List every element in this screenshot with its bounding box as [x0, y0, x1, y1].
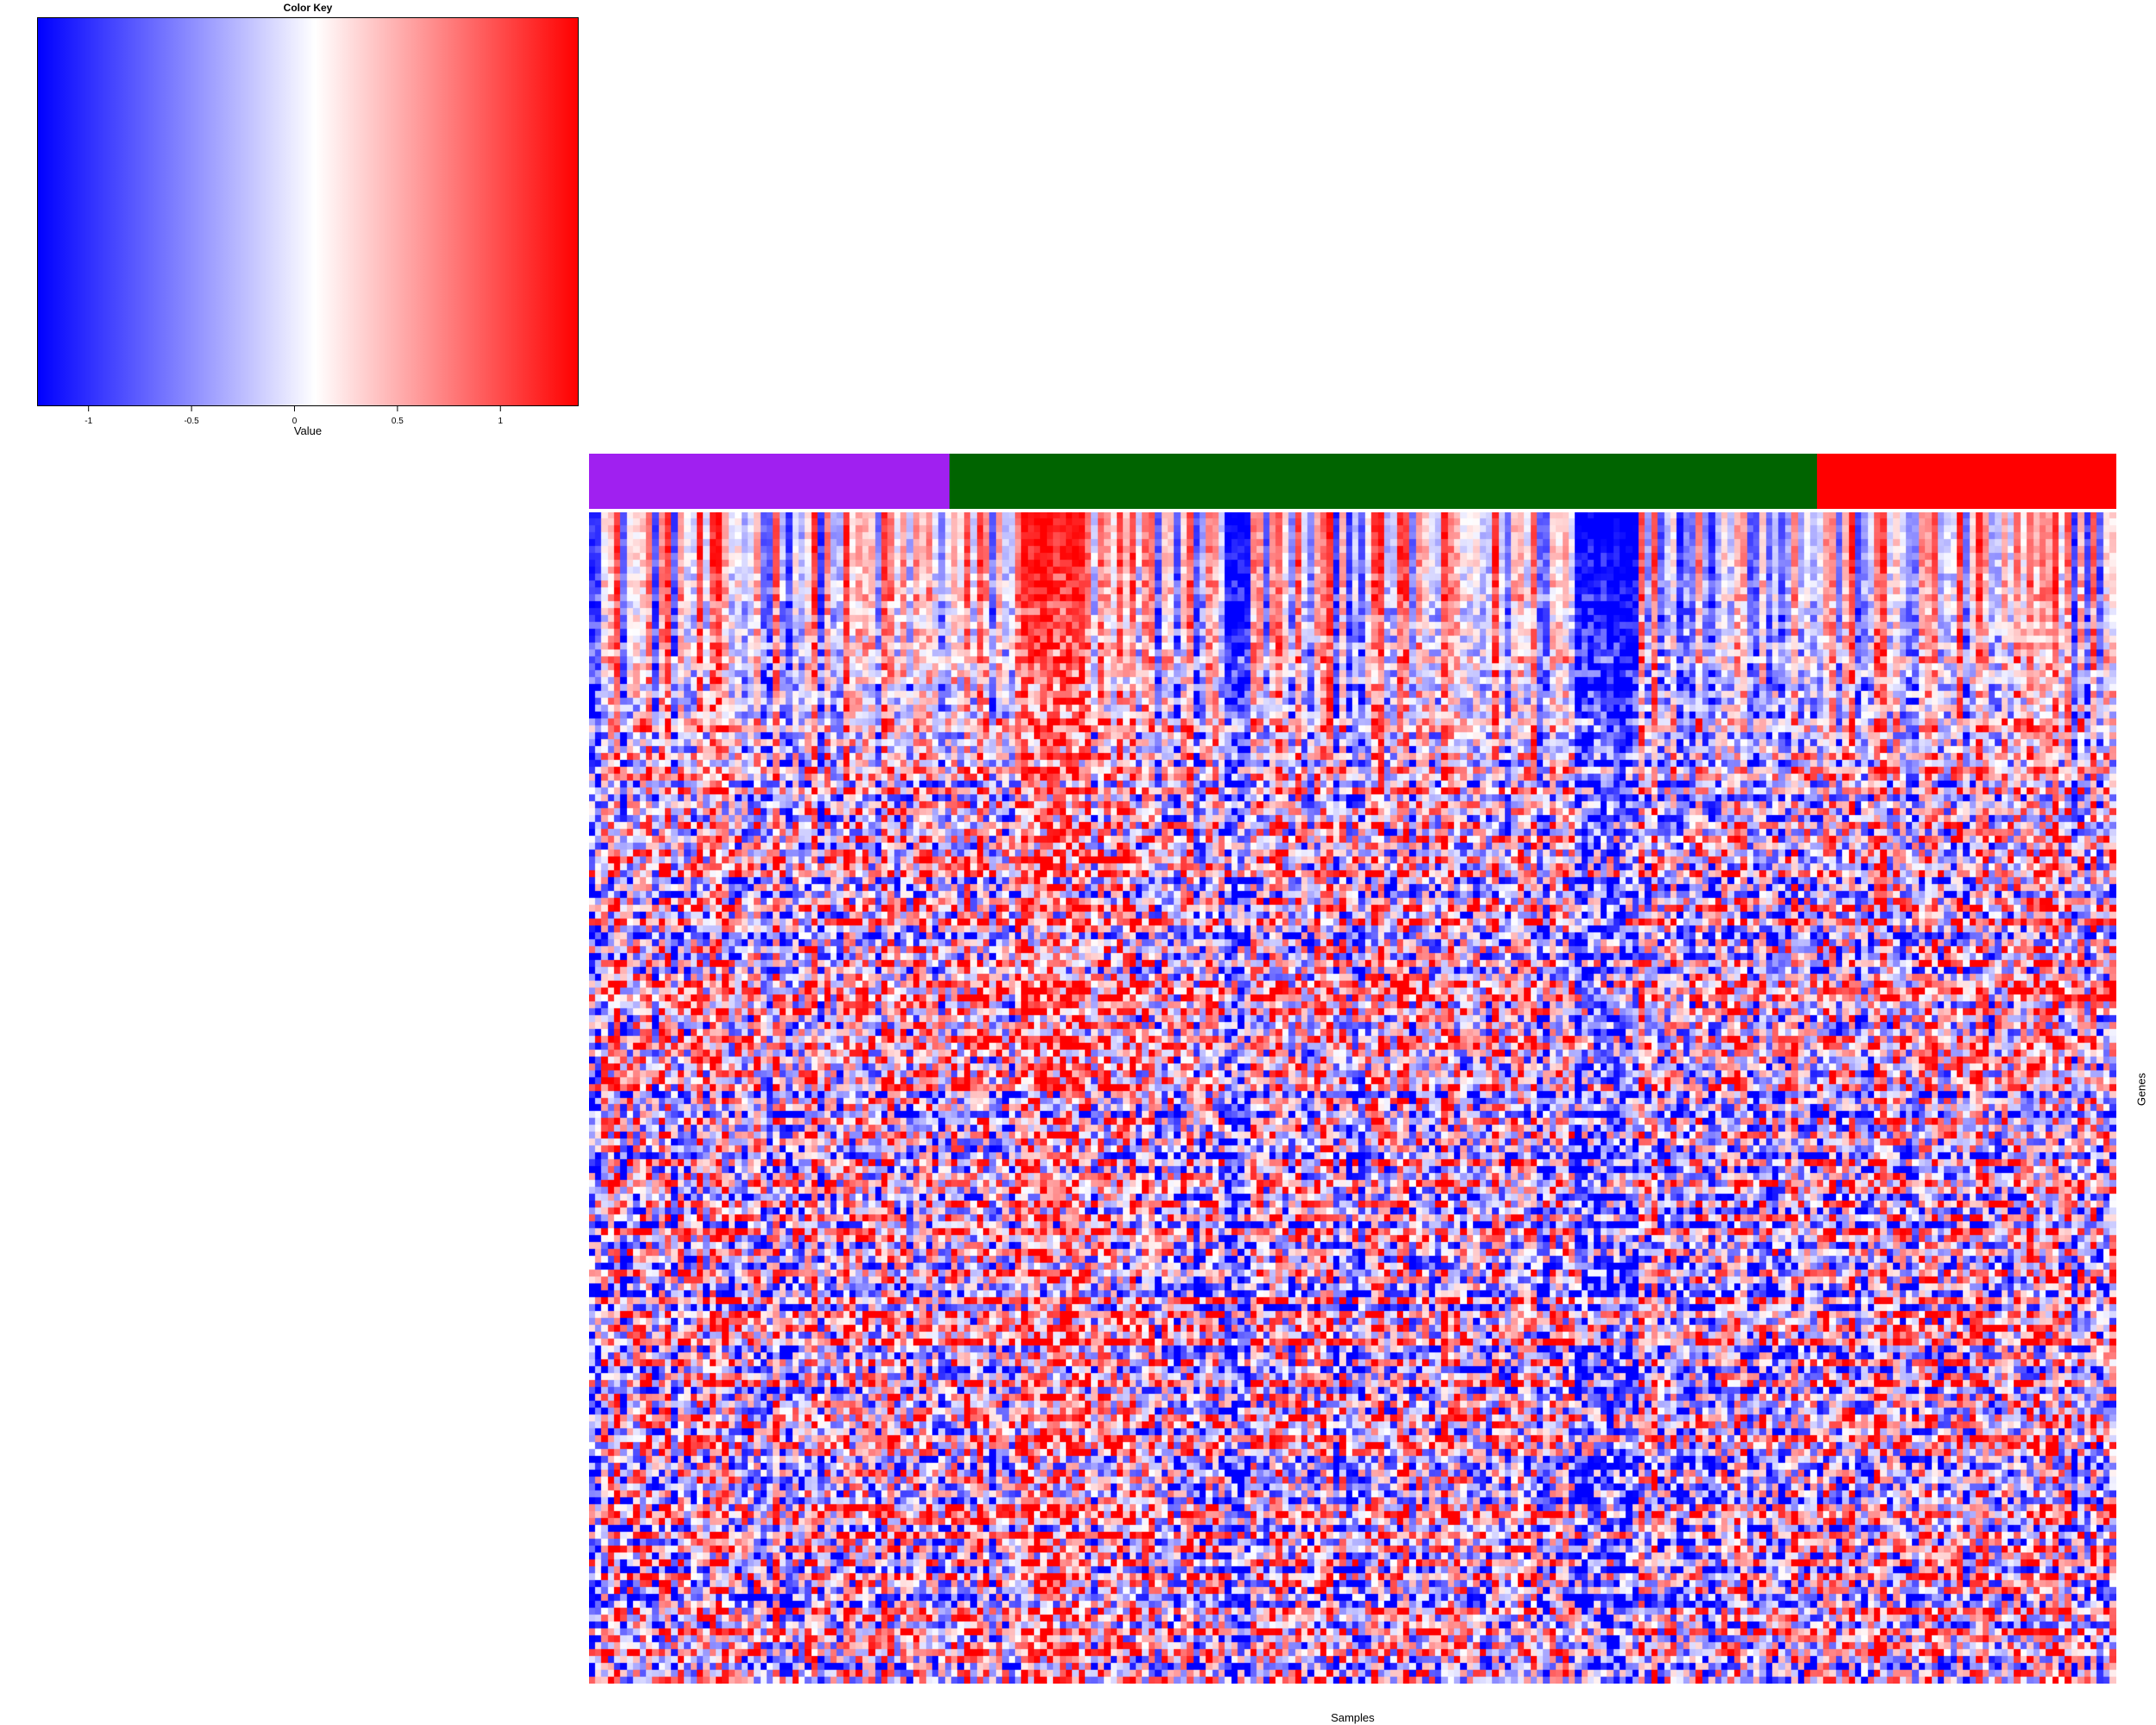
color-key-tick-label: -0.5	[184, 417, 199, 426]
color-key-tick-label: 0	[292, 417, 298, 426]
sample-group-3	[1816, 454, 2116, 509]
heatmap-body	[589, 512, 2116, 1684]
sample-group-2	[949, 454, 1818, 509]
color-key-tick-label: -1	[85, 417, 92, 426]
color-key-xlabel: Value	[293, 424, 323, 437]
color-key-title: Color Key	[283, 2, 333, 14]
sample-group-1	[589, 454, 950, 509]
color-key-tick-label: 0.5	[392, 417, 404, 426]
color-key-tick-label: 1	[498, 417, 503, 426]
sample-group-bar	[589, 454, 2116, 509]
color-key-gradient	[37, 17, 579, 406]
x-axis-label: Samples	[1331, 1711, 1375, 1724]
y-axis-label: Genes	[2134, 1072, 2148, 1107]
color-key-axis: -1 -0.5 0 0.5 1	[85, 406, 503, 426]
